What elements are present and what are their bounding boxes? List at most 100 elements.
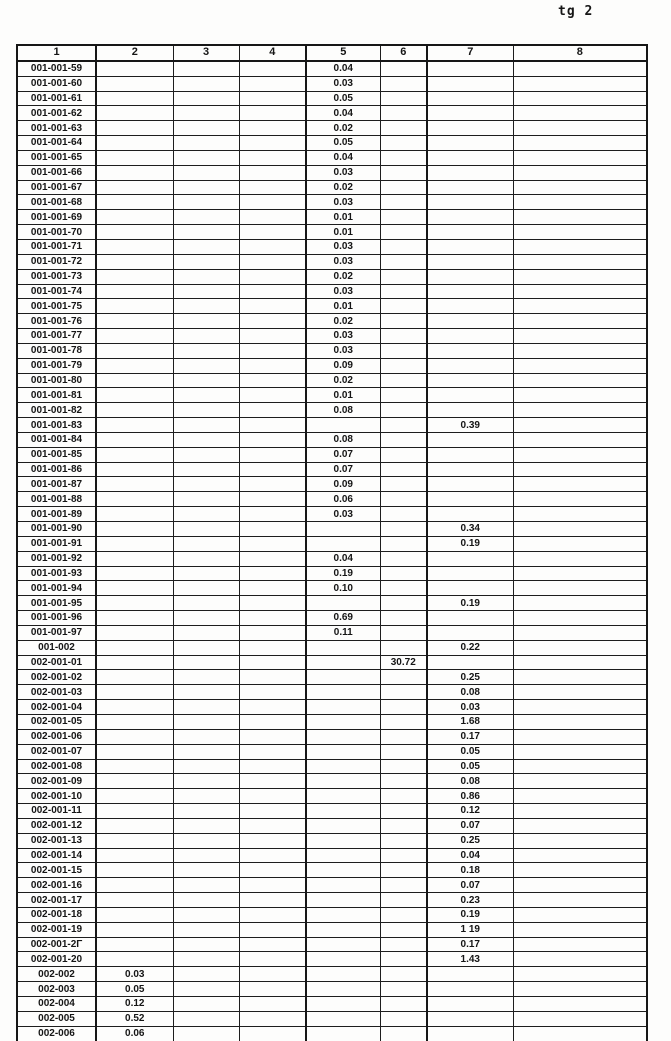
table-row: 001-001-61 0.05 xyxy=(16,90,648,107)
table-row: 001-001-86 0.07 xyxy=(16,461,648,478)
row-id-cell: 001-001-62 xyxy=(16,105,97,122)
value-cell-col4 xyxy=(238,328,307,344)
value-cell-col2 xyxy=(95,921,174,938)
value-cell-col3 xyxy=(172,535,240,552)
table-row: 002-001-10 0.86 xyxy=(16,788,648,805)
value-cell-col8 xyxy=(512,832,648,849)
value-cell-col6 xyxy=(379,906,428,923)
value-cell-col2 xyxy=(95,713,174,730)
value-cell-col4 xyxy=(238,981,307,997)
table-row: 001-001-74 0.03 xyxy=(16,283,648,300)
table-row: 001-002 0.22 xyxy=(16,639,648,656)
value-cell-col8 xyxy=(512,981,648,997)
value-cell-col4 xyxy=(238,476,307,493)
value-cell-col8 xyxy=(512,268,648,285)
row-id-cell: 002-001-11 xyxy=(16,803,97,819)
table-row: 001-001-76 0.02 xyxy=(16,313,648,330)
value-cell-col4 xyxy=(238,580,307,597)
value-cell-col3 xyxy=(172,981,240,997)
header-cell-col8: 8 xyxy=(512,44,648,62)
value-cell-col5: 0.07 xyxy=(305,446,381,463)
table-row: 001-001-77 0.03 xyxy=(16,328,648,344)
value-cell-col2 xyxy=(95,179,174,196)
value-cell-col7 xyxy=(426,90,514,107)
value-cell-col8 xyxy=(512,580,648,597)
value-cell-col4 xyxy=(238,521,307,537)
table-row: 002-001-13 0.25 xyxy=(16,832,648,849)
value-cell-col2 xyxy=(95,758,174,775)
value-cell-col7: 0.34 xyxy=(426,521,514,537)
value-cell-col7 xyxy=(426,75,514,92)
table-row: 001-001-94 0.10 xyxy=(16,580,648,597)
value-cell-col4 xyxy=(238,491,307,508)
value-cell-col8 xyxy=(512,877,648,894)
table-row: 001-001-68 0.03 xyxy=(16,194,648,211)
value-cell-col3 xyxy=(172,966,240,983)
row-id-cell: 001-001-75 xyxy=(16,298,97,315)
value-cell-col8 xyxy=(512,921,648,938)
value-cell-col5 xyxy=(305,639,381,656)
table-row: 001-001-62 0.04 xyxy=(16,105,648,122)
value-cell-col8 xyxy=(512,669,648,686)
value-cell-col2 xyxy=(95,535,174,552)
value-cell-col3 xyxy=(172,713,240,730)
value-cell-col8 xyxy=(512,149,648,166)
value-cell-col6 xyxy=(379,966,428,983)
value-cell-col2 xyxy=(95,639,174,656)
header-cell-col7: 7 xyxy=(426,44,514,62)
row-id-cell: 001-001-70 xyxy=(16,224,97,240)
value-cell-col4 xyxy=(238,372,307,389)
row-id-cell: 001-001-77 xyxy=(16,328,97,344)
row-id-cell: 001-001-93 xyxy=(16,565,97,582)
value-cell-col7 xyxy=(426,506,514,522)
value-cell-col6 xyxy=(379,491,428,508)
value-cell-col6 xyxy=(379,788,428,805)
row-id-cell: 001-001-67 xyxy=(16,179,97,196)
row-id-cell: 002-001-09 xyxy=(16,773,97,790)
value-cell-col6 xyxy=(379,803,428,819)
value-cell-col7 xyxy=(426,179,514,196)
value-cell-col3 xyxy=(172,1025,240,1041)
page-label: tg 2 xyxy=(558,4,594,19)
value-cell-col5 xyxy=(305,966,381,983)
value-cell-col3 xyxy=(172,446,240,463)
value-cell-col3 xyxy=(172,906,240,923)
value-cell-col4 xyxy=(238,238,307,255)
value-cell-col3 xyxy=(172,580,240,597)
value-cell-col6 xyxy=(379,506,428,522)
value-cell-col5: 0.03 xyxy=(305,238,381,255)
value-cell-col3 xyxy=(172,120,240,137)
value-cell-col7 xyxy=(426,966,514,983)
value-cell-col7 xyxy=(426,461,514,478)
value-cell-col4 xyxy=(238,877,307,894)
value-cell-col3 xyxy=(172,832,240,849)
value-cell-col5 xyxy=(305,981,381,997)
value-cell-col7 xyxy=(426,981,514,997)
value-cell-col4 xyxy=(238,862,307,879)
value-cell-col7 xyxy=(426,996,514,1012)
value-cell-col5 xyxy=(305,654,381,671)
value-cell-col2 xyxy=(95,90,174,107)
value-cell-col4 xyxy=(238,699,307,715)
value-cell-col7 xyxy=(426,624,514,641)
value-cell-col5: 0.03 xyxy=(305,506,381,522)
value-cell-col3 xyxy=(172,610,240,626)
value-cell-col5: 0.01 xyxy=(305,209,381,226)
value-cell-col2 xyxy=(95,268,174,285)
row-id-cell: 002-001-08 xyxy=(16,758,97,775)
value-cell-col6 xyxy=(379,357,428,374)
value-cell-col4 xyxy=(238,624,307,641)
row-id-cell: 002-001-05 xyxy=(16,713,97,730)
value-cell-col4 xyxy=(238,1010,307,1027)
value-cell-col8 xyxy=(512,105,648,122)
value-cell-col7 xyxy=(426,565,514,582)
value-cell-col2 xyxy=(95,105,174,122)
table-row: 001-001-97 0.11 xyxy=(16,624,648,641)
value-cell-col3 xyxy=(172,224,240,240)
value-cell-col4 xyxy=(238,268,307,285)
value-cell-col8 xyxy=(512,476,648,493)
value-cell-col8 xyxy=(512,431,648,448)
value-cell-col3 xyxy=(172,298,240,315)
value-cell-col8 xyxy=(512,253,648,270)
